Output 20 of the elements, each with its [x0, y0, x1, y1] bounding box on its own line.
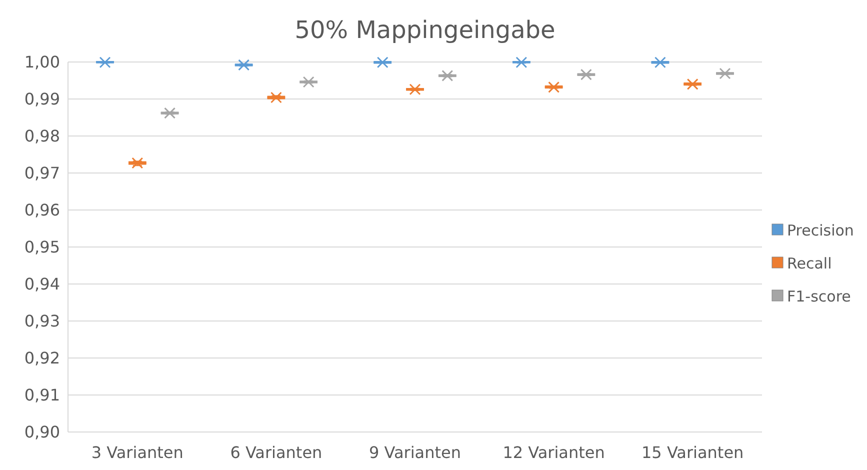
y-tick-label: 0,93 — [24, 312, 60, 331]
legend-label: Recall — [787, 254, 832, 272]
y-tick-label: 1,00 — [24, 52, 60, 72]
x-tick-label: 6 Varianten — [230, 443, 322, 462]
y-tick-label: 0,94 — [24, 274, 60, 294]
x-tick-label: 9 Varianten — [369, 443, 461, 462]
y-tick-label: 0,97 — [24, 164, 60, 183]
x-tick-label: 15 Varianten — [642, 443, 744, 462]
y-tick-label: 0,99 — [24, 90, 60, 109]
x-tick-label: 12 Varianten — [502, 443, 605, 462]
legend-label: Precision — [787, 221, 854, 240]
y-tick-label: 0,95 — [24, 238, 60, 257]
x-tick-label: 3 Varianten — [91, 443, 184, 462]
chart-title: 50% Mappingeingabe — [294, 16, 556, 44]
y-tick-label: 0,92 — [24, 348, 60, 368]
y-tick-label: 0,96 — [24, 200, 60, 220]
y-tick-label: 0,90 — [24, 422, 60, 442]
y-tick-label: 0,98 — [24, 126, 60, 146]
y-tick-label: 0,91 — [24, 386, 60, 405]
legend-label: F1-score — [787, 287, 851, 306]
